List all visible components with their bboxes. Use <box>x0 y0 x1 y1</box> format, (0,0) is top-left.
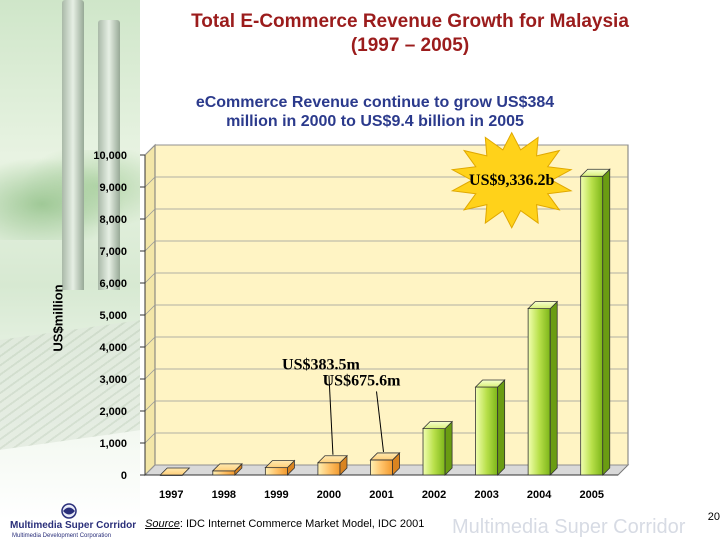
gridline <box>144 272 628 284</box>
bar <box>579 168 611 476</box>
callout-label: US$383.5m <box>282 356 360 373</box>
bar-front <box>370 459 393 476</box>
tower-left-decoration <box>62 0 84 290</box>
callout-leader <box>376 391 384 453</box>
gridline <box>144 368 628 380</box>
y-tick-label: 6,000 <box>99 278 127 290</box>
bar-front <box>422 428 446 476</box>
background-decoration <box>0 0 140 520</box>
callout-starburst <box>450 131 573 229</box>
y-tick-label: 9,000 <box>99 182 127 194</box>
bar-side <box>444 420 453 476</box>
x-tick-label: 1997 <box>159 489 183 501</box>
y-tick-label: 7,000 <box>99 246 127 258</box>
gridline <box>144 464 628 476</box>
bar <box>474 379 506 476</box>
watermark-text: Multimedia Super Corridor <box>452 516 686 538</box>
bar-side <box>549 300 558 476</box>
callout-label: US$9,336.2b <box>469 172 554 189</box>
msc-logo-name: Multimedia Super Corridor <box>10 520 137 531</box>
msc-logo-sub: Multimedia Development Corporation <box>12 533 112 539</box>
bar-top <box>579 168 611 177</box>
x-tick-label: 2000 <box>317 489 341 501</box>
title-line-1: Total E-Commerce Revenue Growth for Mala… <box>191 11 629 32</box>
y-tick-label: 3,000 <box>99 374 127 386</box>
slide-title: Total E-Commerce Revenue Growth for Mala… <box>130 10 690 58</box>
bar-top <box>474 379 506 388</box>
bar <box>527 300 559 476</box>
y-tick-label: 0 <box>121 470 127 482</box>
bar <box>159 467 191 476</box>
bar-top <box>527 301 559 310</box>
x-tick-label: 2002 <box>422 489 446 501</box>
y-tick-label: 1,000 <box>99 438 127 450</box>
gridline <box>144 144 628 156</box>
chart-subtitle: eCommerce Revenue continue to grow US$38… <box>140 93 610 131</box>
bar-side <box>497 379 506 476</box>
bar-front <box>580 175 604 476</box>
gridline <box>144 240 628 252</box>
callout-label: US$675.6m <box>323 372 401 389</box>
source-note: Source: IDC Internet Commerce Market Mod… <box>145 518 424 530</box>
bar-side <box>602 168 611 476</box>
gridline <box>144 304 628 316</box>
source-text: : IDC Internet Commerce Market Model, ID… <box>179 518 425 530</box>
source-label: Source <box>145 518 180 530</box>
bar-top <box>211 463 243 472</box>
callout-leader <box>328 375 334 455</box>
bar-top <box>316 455 348 464</box>
tower-right-decoration <box>98 20 120 290</box>
bar-front <box>317 462 341 476</box>
gridline <box>144 432 628 444</box>
y-tick-label: 4,000 <box>99 342 127 354</box>
msc-logo-mark-icon <box>61 503 77 519</box>
bar-front <box>212 470 236 476</box>
subtitle-line-2: million in 2000 to US$9.4 billion in 200… <box>226 113 524 130</box>
x-tick-label: 1999 <box>264 489 288 501</box>
x-tick-label: 2004 <box>527 489 552 501</box>
bar <box>316 454 348 476</box>
bar-top <box>159 467 191 476</box>
y-tick-label: 5,000 <box>99 310 127 322</box>
gridline <box>144 400 628 412</box>
msc-logo: Multimedia Super Corridor Multimedia Dev… <box>8 502 138 540</box>
x-tick-label: 2005 <box>579 489 603 501</box>
bar <box>422 420 454 476</box>
page-number: 20 <box>707 511 720 523</box>
bar-top <box>422 421 454 430</box>
subtitle-line-1: eCommerce Revenue continue to grow US$38… <box>195 94 555 111</box>
bar-top <box>264 460 296 469</box>
bar-front <box>264 467 288 476</box>
gridline <box>144 336 628 348</box>
bar-front <box>475 386 499 476</box>
y-tick-label: 8,000 <box>99 214 127 226</box>
y-tick-label: 2,000 <box>99 406 127 418</box>
bar <box>211 462 243 476</box>
y-tick-label: 10,000 <box>93 150 127 162</box>
bar <box>369 451 401 476</box>
bar-top <box>369 452 401 461</box>
bar <box>264 459 296 476</box>
x-tick-label: 1998 <box>212 489 236 501</box>
x-tick-label: 2003 <box>474 489 498 501</box>
x-tick-label: 2001 <box>369 489 393 501</box>
bar-front <box>527 308 551 476</box>
gridline <box>144 208 628 220</box>
title-line-2: (1997 – 2005) <box>350 35 470 56</box>
